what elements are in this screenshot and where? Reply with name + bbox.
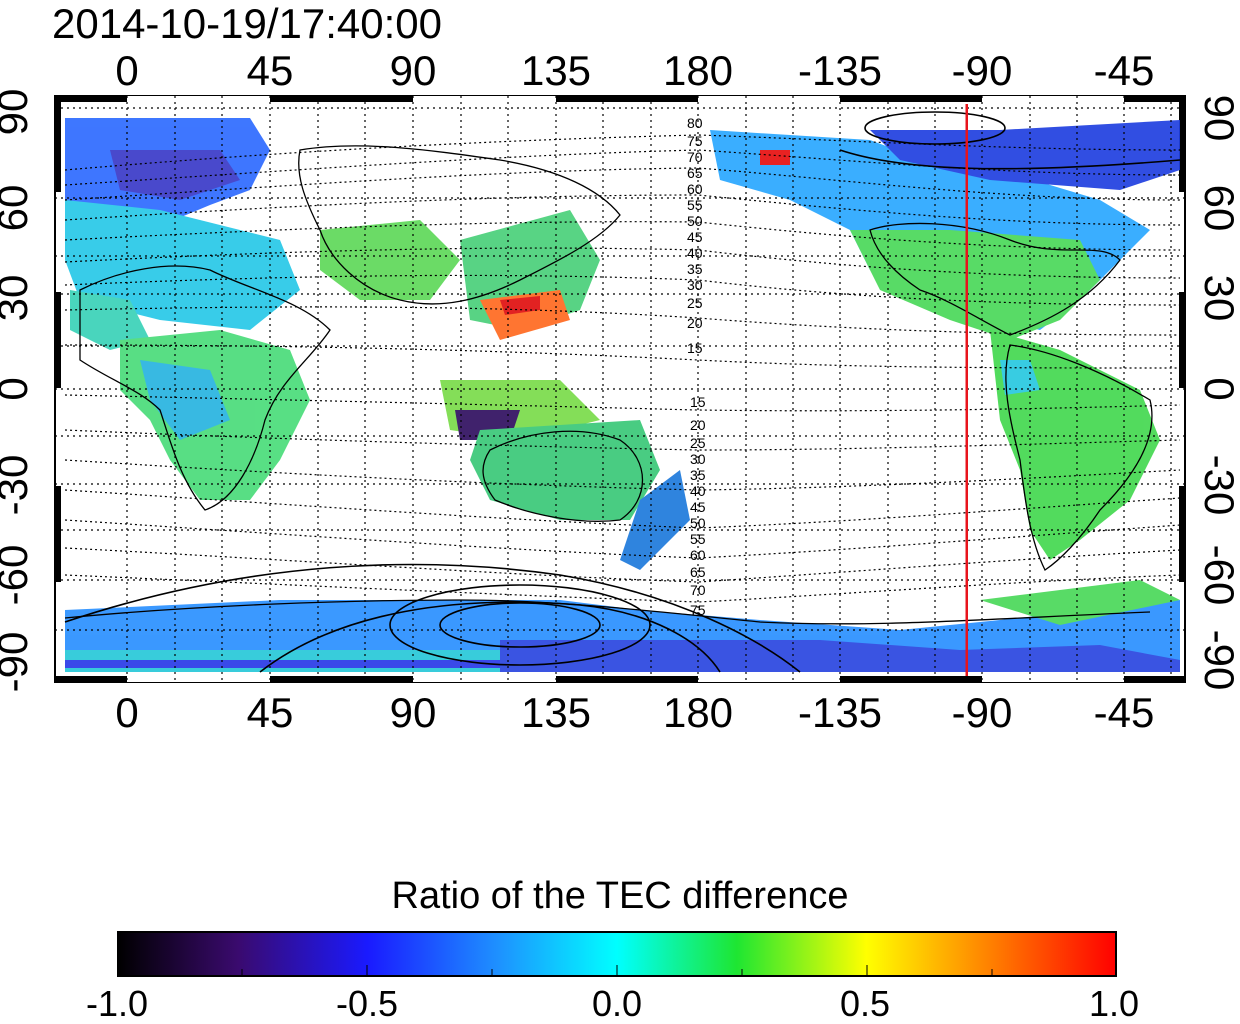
contour-label: 20 (687, 315, 703, 331)
coastlines (64, 145, 1153, 625)
contour-label: 55 (690, 531, 706, 547)
colorbar-tick: 0.0 (591, 983, 643, 1024)
colorbar (117, 931, 1117, 977)
bottom-lon-tick: -135 (797, 689, 883, 736)
bottom-lon-tick: 0 (115, 689, 139, 736)
contour-label: 30 (690, 451, 706, 467)
contour-label: 45 (690, 499, 706, 515)
bottom-lon-tick: 45 (246, 689, 294, 736)
contour-label: 70 (690, 582, 706, 598)
top-lon-tick: 45 (246, 47, 294, 94)
bottom-lon-tick: 135 (520, 689, 592, 736)
colorbar-title: Ratio of the TEC difference (391, 875, 849, 917)
contour-label: 50 (690, 515, 706, 531)
contour-label: 40 (690, 483, 706, 499)
contour-label: 65 (687, 165, 703, 181)
top-lon-tick: -135 (797, 47, 883, 94)
contour-label: 70 (687, 149, 703, 165)
bottom-lon-tick: 90 (389, 689, 437, 736)
contour-label: 35 (687, 261, 703, 277)
contour-label: 75 (690, 602, 706, 618)
contour-label: 40 (687, 245, 703, 261)
colorbar-tick: -1.0 (85, 983, 149, 1024)
top-lon-tick: -45 (1093, 47, 1155, 94)
map-timestamp: 2014-10-19/17:40:00 (52, 0, 442, 47)
contour-label: 25 (687, 295, 703, 311)
top-lon-tick: -90 (951, 47, 1013, 94)
bottom-lon-tick: -45 (1093, 689, 1155, 736)
contour-label: 60 (687, 181, 703, 197)
contour-label: 30 (687, 277, 703, 293)
frame-bars (55, 96, 1185, 682)
tec-data-layer (65, 118, 1180, 672)
top-lon-tick: 90 (389, 47, 437, 94)
contour-label: 45 (687, 229, 703, 245)
magnetic-contours (64, 134, 1181, 603)
contour-label: 50 (687, 213, 703, 229)
contour-label: 60 (690, 547, 706, 563)
colorbar-tick: 1.0 (1088, 983, 1140, 1024)
colorbar-tick: -0.5 (335, 983, 399, 1024)
contour-label: 35 (690, 467, 706, 483)
top-lon-tick: 0 (115, 47, 139, 94)
contour-label: 20 (690, 417, 706, 433)
colorbar-tick: 0.5 (839, 983, 891, 1024)
contour-label: 55 (687, 197, 703, 213)
top-lon-tick: 180 (662, 47, 734, 94)
top-lon-tick: 135 (520, 47, 592, 94)
contour-label: 80 (687, 115, 703, 131)
contour-label: 15 (690, 394, 706, 410)
graticule (55, 96, 1185, 682)
contour-label: 75 (687, 133, 703, 149)
bottom-lon-tick: -90 (951, 689, 1013, 736)
bottom-lon-tick: 180 (662, 689, 734, 736)
contour-label: 65 (690, 564, 706, 580)
contour-label: 25 (690, 435, 706, 451)
contour-label: 15 (687, 340, 703, 356)
